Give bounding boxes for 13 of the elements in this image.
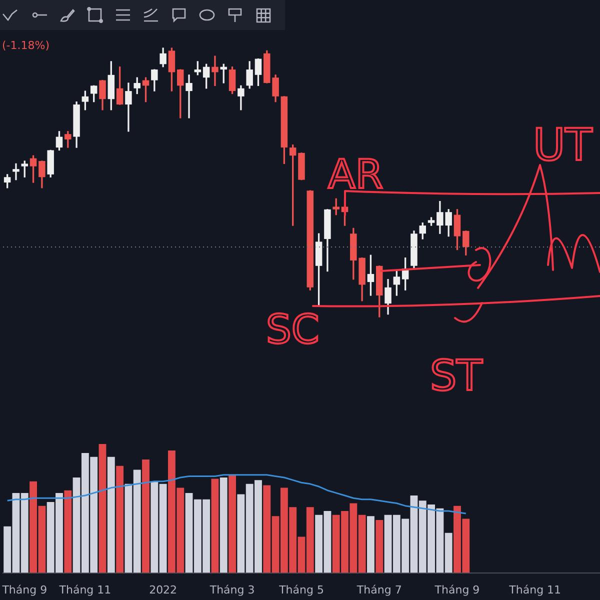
x-tick-label: Tháng 9 xyxy=(1,583,48,596)
annotation: UT xyxy=(533,120,592,171)
x-tick-label: Tháng 7 xyxy=(356,583,402,596)
x-tick-label: Tháng 11 xyxy=(58,583,112,596)
x-tick-label: Tháng 11 xyxy=(508,583,562,596)
annotation: SC xyxy=(266,307,320,353)
annotation: AR xyxy=(328,152,384,198)
annotation: (-1.18%) xyxy=(2,39,50,52)
x-tick-label: Tháng 5 xyxy=(278,583,324,596)
x-tick-label: Tháng 9 xyxy=(434,583,480,596)
text: ST xyxy=(430,351,483,400)
x-tick-label: Tháng 3 xyxy=(208,583,255,596)
x-tick-label: 2022 xyxy=(149,583,178,596)
